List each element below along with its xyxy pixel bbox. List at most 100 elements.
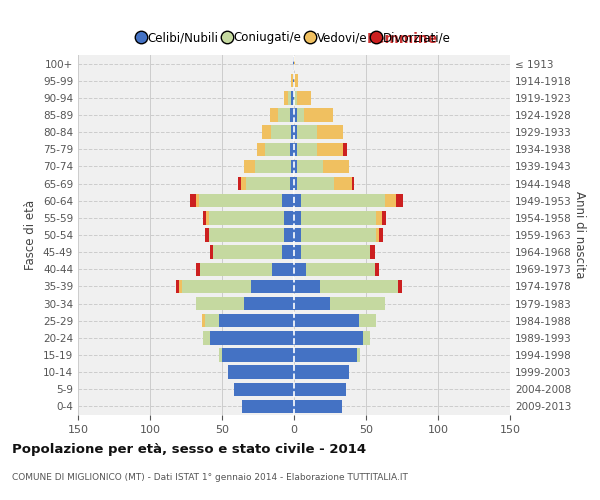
Bar — [297, 177, 334, 190]
Bar — [374, 262, 379, 276]
Bar — [398, 280, 402, 293]
Bar — [196, 194, 199, 207]
Bar — [294, 400, 341, 413]
Bar — [262, 126, 271, 139]
Bar — [294, 126, 297, 139]
Bar — [291, 126, 294, 139]
Bar — [334, 177, 352, 190]
Legend: Celibi/Nubili, Coniugati/e, Vedovi/e, Divorziati/e: Celibi/Nubili, Coniugati/e, Vedovi/e, Di… — [133, 26, 455, 49]
Bar — [294, 211, 301, 224]
Bar — [291, 160, 294, 173]
Bar — [343, 142, 347, 156]
Text: COMUNE DI MIGLIONICO (MT) - Dati ISTAT 1° gennaio 2014 - Elaborazione TUTTITALIA: COMUNE DI MIGLIONICO (MT) - Dati ISTAT 1… — [12, 472, 408, 482]
Bar — [294, 348, 358, 362]
Bar — [291, 91, 294, 104]
Bar — [206, 211, 209, 224]
Bar — [257, 142, 265, 156]
Bar — [241, 177, 247, 190]
Bar — [200, 262, 272, 276]
Bar — [205, 314, 219, 328]
Bar — [294, 280, 320, 293]
Bar — [214, 246, 283, 259]
Bar — [228, 366, 294, 379]
Bar — [363, 331, 370, 344]
Bar — [196, 297, 244, 310]
Bar — [244, 297, 294, 310]
Bar — [290, 108, 294, 122]
Bar — [219, 314, 294, 328]
Bar — [293, 74, 294, 88]
Bar — [182, 280, 251, 293]
Bar — [330, 297, 385, 310]
Bar — [265, 142, 290, 156]
Bar — [203, 331, 211, 344]
Bar — [278, 108, 290, 122]
Text: Popolazione per età, sesso e stato civile - 2014: Popolazione per età, sesso e stato civil… — [12, 442, 366, 456]
Bar — [290, 177, 294, 190]
Bar — [205, 228, 209, 241]
Bar — [323, 160, 349, 173]
Bar — [284, 228, 294, 241]
Bar — [294, 194, 301, 207]
Bar — [376, 228, 379, 241]
Bar — [179, 280, 182, 293]
Bar — [294, 331, 363, 344]
Text: Femmine: Femmine — [367, 32, 437, 46]
Bar — [283, 246, 294, 259]
Bar — [222, 348, 294, 362]
Bar — [359, 314, 376, 328]
Bar — [297, 160, 323, 173]
Bar — [203, 211, 206, 224]
Bar — [294, 262, 305, 276]
Bar — [238, 177, 241, 190]
Bar — [190, 194, 196, 207]
Bar — [294, 366, 349, 379]
Bar — [211, 331, 294, 344]
Bar — [242, 400, 294, 413]
Bar — [294, 108, 297, 122]
Bar — [379, 228, 383, 241]
Bar — [288, 91, 291, 104]
Bar — [233, 382, 294, 396]
Bar — [293, 57, 294, 70]
Bar — [251, 280, 294, 293]
Bar — [297, 126, 317, 139]
Bar — [320, 280, 398, 293]
Bar — [370, 246, 374, 259]
Bar — [176, 280, 179, 293]
Bar — [294, 91, 297, 104]
Bar — [211, 246, 214, 259]
Bar — [294, 142, 297, 156]
Bar — [297, 142, 317, 156]
Bar — [294, 297, 330, 310]
Bar — [376, 211, 382, 224]
Bar — [301, 194, 385, 207]
Bar — [209, 211, 284, 224]
Bar — [294, 246, 301, 259]
Bar — [202, 314, 205, 328]
Bar — [305, 262, 374, 276]
Bar — [297, 108, 304, 122]
Bar — [255, 160, 291, 173]
Bar — [385, 194, 396, 207]
Bar — [247, 177, 290, 190]
Y-axis label: Anni di nascita: Anni di nascita — [572, 192, 586, 278]
Bar — [352, 177, 355, 190]
Bar — [304, 108, 333, 122]
Bar — [272, 262, 294, 276]
Bar — [301, 246, 370, 259]
Bar — [271, 126, 291, 139]
Bar — [290, 142, 294, 156]
Bar — [294, 314, 359, 328]
Bar — [358, 348, 360, 362]
Bar — [301, 211, 376, 224]
Bar — [294, 228, 301, 241]
Bar — [209, 228, 284, 241]
Bar — [199, 194, 283, 207]
Bar — [396, 194, 403, 207]
Bar — [294, 74, 298, 88]
Bar — [301, 228, 376, 241]
Bar — [283, 194, 294, 207]
Bar — [297, 91, 311, 104]
Bar — [382, 211, 386, 224]
